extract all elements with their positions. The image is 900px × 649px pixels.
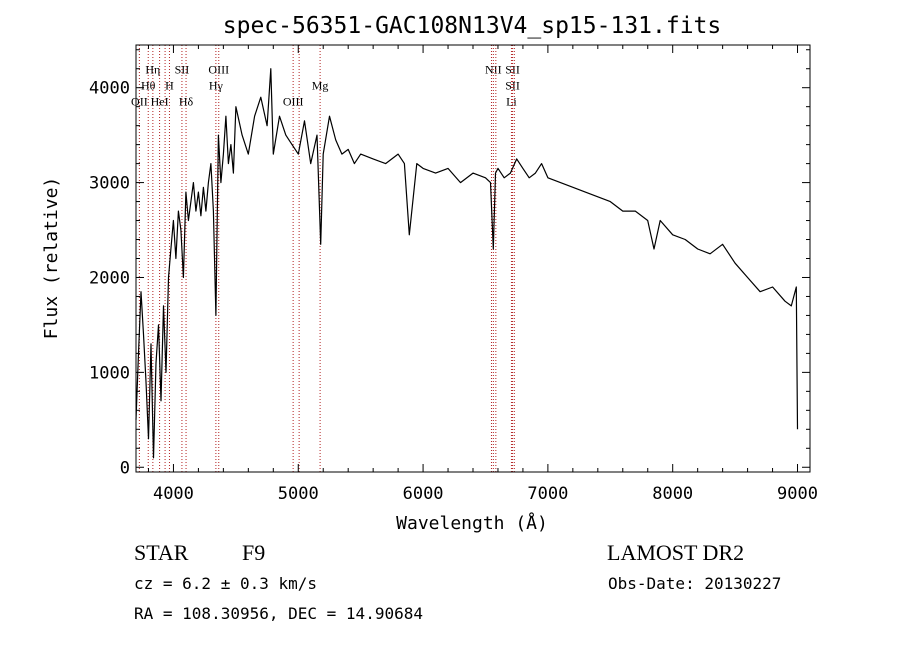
x-axis-label: Wavelength (Å) — [396, 512, 548, 534]
line-marker-label: Li — [506, 95, 517, 109]
obs-date: Obs-Date: 20130227 — [608, 574, 782, 593]
series-layer — [135, 68, 799, 459]
line-marker-label: Mg — [312, 79, 329, 93]
survey-name: LAMOST DR2 — [607, 540, 745, 565]
line-marker-label: OIII — [283, 95, 304, 109]
y-tick-label: 0 — [120, 458, 130, 478]
redshift-text: cz = 6.2 ± 0.3 km/s — [134, 574, 318, 593]
x-tick-label: 7000 — [527, 484, 568, 504]
line-marker-label: NII — [485, 62, 502, 76]
plot-frame — [135, 44, 811, 473]
x-tick-label: 5000 — [278, 484, 319, 504]
line-marker-label: Hδ — [179, 95, 194, 109]
object-class: STAR — [134, 540, 189, 565]
y-axis-ticks: 0 1000 2000 3000 4000 — [89, 49, 810, 478]
y-tick-label: 1000 — [89, 363, 130, 383]
x-tick-label: 8000 — [652, 484, 693, 504]
line-marker-label: HeI — [151, 95, 169, 109]
ra-dec-text: RA = 108.30956, DEC = 14.90684 — [134, 604, 423, 623]
y-axis-label: Flux (relative) — [41, 177, 62, 340]
line-marker-label: SII — [175, 62, 190, 76]
x-tick-label: 4000 — [153, 484, 194, 504]
line-marker-label: H — [165, 79, 174, 93]
line-marker-label: SII — [505, 62, 520, 76]
x-axis-ticks: 4000 5000 6000 7000 8000 9000 — [147, 45, 818, 504]
x-tick-label: 9000 — [777, 484, 818, 504]
x-tick-label: 6000 — [403, 484, 444, 504]
chart-title: spec-56351-GAC108N13V4_sp15-131.fits — [223, 13, 722, 39]
y-tick-label: 3000 — [89, 174, 130, 194]
object-subclass: F9 — [242, 540, 266, 565]
line-marker-label: Hη — [145, 62, 160, 76]
spectrum-series-line-0 — [135, 68, 799, 459]
line-marker-label: Hθ — [141, 79, 156, 93]
line-marker-label: Hγ — [209, 79, 224, 93]
line-marker-label: OII — [131, 95, 148, 109]
y-tick-label: 4000 — [89, 79, 130, 99]
line-marker-label: SII — [505, 79, 520, 93]
y-tick-label: 2000 — [89, 268, 130, 288]
line-marker-label: OIII — [208, 62, 229, 76]
